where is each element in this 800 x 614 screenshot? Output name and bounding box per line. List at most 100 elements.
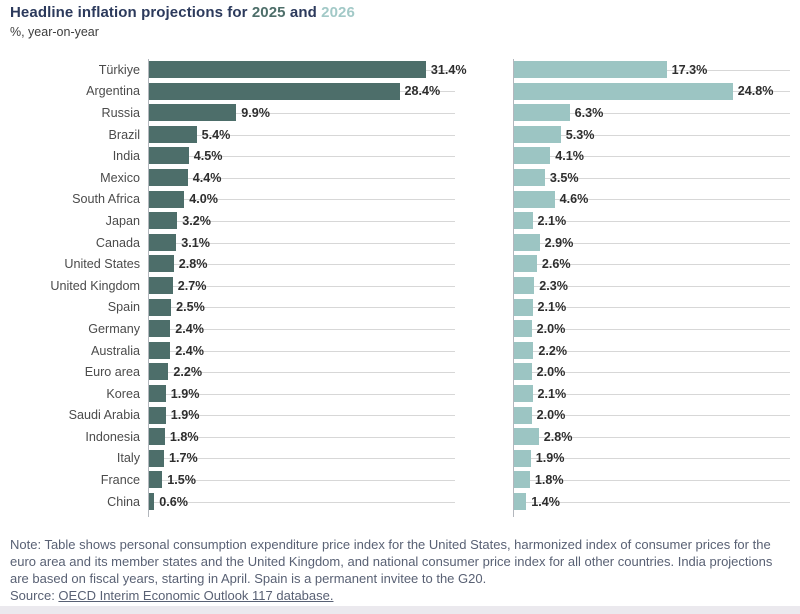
value-label: 3.2% [182,213,211,228]
gridline [149,436,455,438]
gridline [514,285,790,287]
country-label: Germany [88,321,140,336]
bar-2025 [149,233,177,251]
value-label: 4.6% [559,192,589,207]
bar-2025 [149,406,166,424]
bar-row: 3.5% [514,167,790,189]
gridline [149,199,455,201]
gridline [514,264,790,266]
gridline [514,458,790,460]
bar-2026 [514,449,531,467]
value-label: 31.4% [430,62,467,77]
bar-2025 [149,147,189,165]
bar-row: 2.4% [149,340,455,362]
bar-2026 [514,190,555,208]
bar-2025 [149,190,185,208]
gridline [149,393,455,395]
value-label: 4.4% [192,170,222,185]
bar-row: 17.3% [514,59,790,81]
value-label: 1.7% [169,451,198,466]
country-label: Australia [91,343,140,358]
country-label: Spain [107,300,140,315]
bar-2025 [149,168,188,186]
value-label: 1.8% [534,473,564,488]
value-label: 9.9% [241,105,271,120]
value-label: 5.4% [201,127,231,142]
value-label: 2.4% [175,343,204,358]
bar-2026 [514,471,530,489]
country-label: Canada [95,235,140,250]
gridline [149,220,455,222]
country-label: Türkiye [98,62,140,77]
bar-row: 4.5% [149,145,455,167]
country-label: Japan [105,213,140,228]
gridline [514,436,790,438]
gridline [149,112,455,114]
country-label: Mexico [100,170,140,185]
bar-row: 2.3% [514,275,790,297]
source-link[interactable]: OECD Interim Economic Outlook 117 databa… [58,588,334,604]
value-label: 4.1% [555,149,584,164]
gridline [514,501,790,503]
gridline [514,350,790,352]
value-label: 4.5% [193,149,223,164]
title-prefix: Headline inflation projections for [10,4,252,21]
bar-row: 2.0% [514,405,790,427]
bar-2026 [514,82,733,100]
bar-row: 1.9% [149,383,455,405]
bar-row: 4.1% [514,145,790,167]
value-label: 1.9% [535,451,565,466]
country-label: South Africa [72,192,140,207]
panel-2026: 17.3% 24.8% 6.3% 5.3% 4.1% 3.5% 4.6% 2.1% 2.9% 2.… [513,59,790,518]
value-label: 4.0% [189,192,219,207]
value-label: 1.5% [167,473,196,488]
country-labels: Türkiye Argentina Russia Brazil India Mexico S… [0,59,140,512]
gridline [149,307,455,309]
value-label: 2.1% [537,386,567,401]
dual-bar-chart: Türkiye Argentina Russia Brazil India Mexico S… [0,59,800,525]
bar-row: 2.5% [149,297,455,319]
bar-2025 [149,471,163,489]
bar-2026 [514,233,540,251]
gridline [149,372,455,374]
value-label: 2.9% [544,235,574,250]
value-label: 2.8% [178,257,208,272]
value-label: 5.3% [565,127,595,142]
gridline [149,285,455,287]
country-label: France [100,473,140,488]
gridline [149,264,455,266]
country-label: Russia [101,105,141,120]
gridline [514,134,790,136]
bar-row: 0.6% [149,491,455,513]
bar-row: 4.0% [149,189,455,211]
country-label: Brazil [108,127,141,142]
bar-row: 1.8% [514,469,790,491]
bar-row: 1.9% [514,448,790,470]
bar-row: 2.2% [149,361,455,383]
value-label: 2.5% [176,300,205,315]
bar-row: 1.8% [149,426,455,448]
value-label: 24.8% [737,84,774,99]
bar-2025 [149,61,426,78]
country-label: Indonesia [85,429,140,444]
bar-2026 [514,384,533,402]
gridline [149,415,455,417]
gridline [514,480,790,482]
bar-row: 2.2% [514,340,790,362]
value-label: 2.1% [537,300,567,315]
bar-row: 2.0% [514,318,790,340]
bar-row: 2.8% [514,426,790,448]
chart-subtitle: %, year-on-year [10,25,99,39]
value-label: 6.3% [574,105,604,120]
bar-2025 [149,492,155,510]
bar-2025 [149,341,171,359]
bar-2026 [514,406,532,424]
bar-2026 [514,363,532,381]
value-label: 2.0% [536,408,566,423]
value-label: 2.0% [536,365,566,380]
gridline [149,501,455,503]
value-label: 2.0% [536,321,566,336]
bar-row: 6.3% [514,102,790,124]
value-label: 1.9% [170,386,200,401]
